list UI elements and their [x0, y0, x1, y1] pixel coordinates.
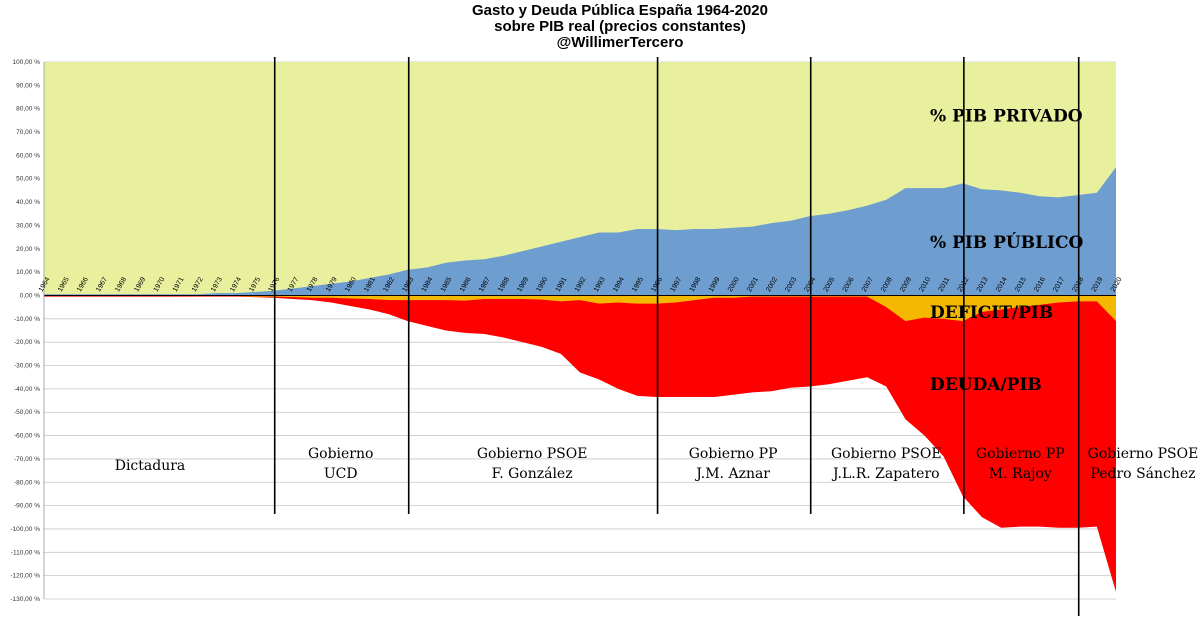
series-annotation: DEFICIT/PIB — [930, 303, 1053, 323]
chart-subtitle: sobre PIB real (precios constantes) — [494, 18, 746, 35]
period-label: Gobierno PSOE F. González — [477, 446, 588, 482]
period-label: Gobierno PSOE J.L.R. Zapatero — [831, 446, 942, 482]
y-tick-label: 30,00 % — [16, 222, 40, 229]
period-label-line2: M. Rajoy — [989, 466, 1052, 482]
period-label-line1: Gobierno PP — [689, 446, 778, 462]
y-tick-label: -90,00 % — [14, 503, 40, 510]
period-label-line1: Gobierno PSOE — [1088, 446, 1199, 462]
period-label: Dictadura — [115, 458, 186, 474]
series-annotation: % PIB PRIVADO — [930, 107, 1083, 127]
series-annotation: % PIB PÚBLICO — [930, 232, 1084, 253]
government-periods: Dictadura Gobierno UCD Gobierno PSOE F. Gonz… — [115, 57, 1199, 616]
y-tick-label: 20,00 % — [16, 246, 40, 253]
y-tick-label: 50,00 % — [16, 176, 40, 183]
y-tick-label: -80,00 % — [14, 479, 40, 486]
y-tick-label: 40,00 % — [16, 199, 40, 206]
y-tick-label: -30,00 % — [14, 363, 40, 370]
y-tick-label: -100,00 % — [10, 526, 40, 533]
y-tick-label: -70,00 % — [14, 456, 40, 463]
area-pib-p-blico — [44, 167, 1116, 296]
y-tick-label: -60,00 % — [14, 433, 40, 440]
series-annotation: DEUDA/PIB — [930, 375, 1042, 395]
y-tick-label: -20,00 % — [14, 339, 40, 346]
period-label-line2: UCD — [324, 466, 358, 482]
area-deficit-pib — [44, 295, 1116, 322]
period-label-line1: Dictadura — [115, 458, 186, 474]
chart-title-line: Gasto y Deuda Pública España 1964-2020 — [472, 2, 768, 19]
period-label-line1: Gobierno PSOE — [831, 446, 942, 462]
y-tick-label: -50,00 % — [14, 409, 40, 416]
y-tick-label: 60,00 % — [16, 152, 40, 159]
period-label: Gobierno PP J.M. Aznar — [689, 446, 778, 482]
period-label: Gobierno UCD — [308, 446, 373, 482]
area-deuda-pib — [44, 295, 1116, 592]
period-label-line2: J.M. Aznar — [694, 466, 770, 482]
y-tick-label: -110,00 % — [11, 549, 40, 556]
period-label-line1: Gobierno PSOE — [477, 446, 588, 462]
y-tick-label: 100,00 % — [13, 59, 41, 66]
y-tick-label: -130,00 % — [10, 596, 40, 603]
chart-title: Gasto y Deuda Pública España 1964-2020 s… — [0, 3, 1200, 51]
series-annotations: % PIB PRIVADO % PIB PÚBLICO DEFICIT/PIB DEU… — [930, 107, 1084, 396]
y-tick-label: 10,00 % — [16, 269, 40, 276]
y-tick-label: -10,00 % — [14, 316, 40, 323]
period-label-line2: Pedro Sánchez — [1090, 466, 1195, 482]
y-tick-label: 70,00 % — [16, 129, 40, 136]
chart-author: @WillimerTercero — [556, 34, 684, 51]
y-tick-label: 90,00 % — [16, 82, 40, 89]
period-label-line1: Gobierno — [308, 446, 373, 462]
y-tick-label: -40,00 % — [14, 386, 40, 393]
period-label: Gobierno PSOE Pedro Sánchez — [1088, 446, 1199, 482]
period-label-line2: F. González — [492, 466, 573, 482]
y-tick-label: 0,00 % — [20, 292, 40, 299]
y-tick-label: 80,00 % — [16, 106, 40, 113]
period-label-line1: Gobierno PP — [976, 446, 1065, 462]
period-label: Gobierno PP M. Rajoy — [976, 446, 1065, 482]
area-series-group — [44, 62, 1116, 592]
y-tick-label: -120,00 % — [10, 573, 40, 580]
period-label-line2: J.L.R. Zapatero — [831, 466, 940, 482]
